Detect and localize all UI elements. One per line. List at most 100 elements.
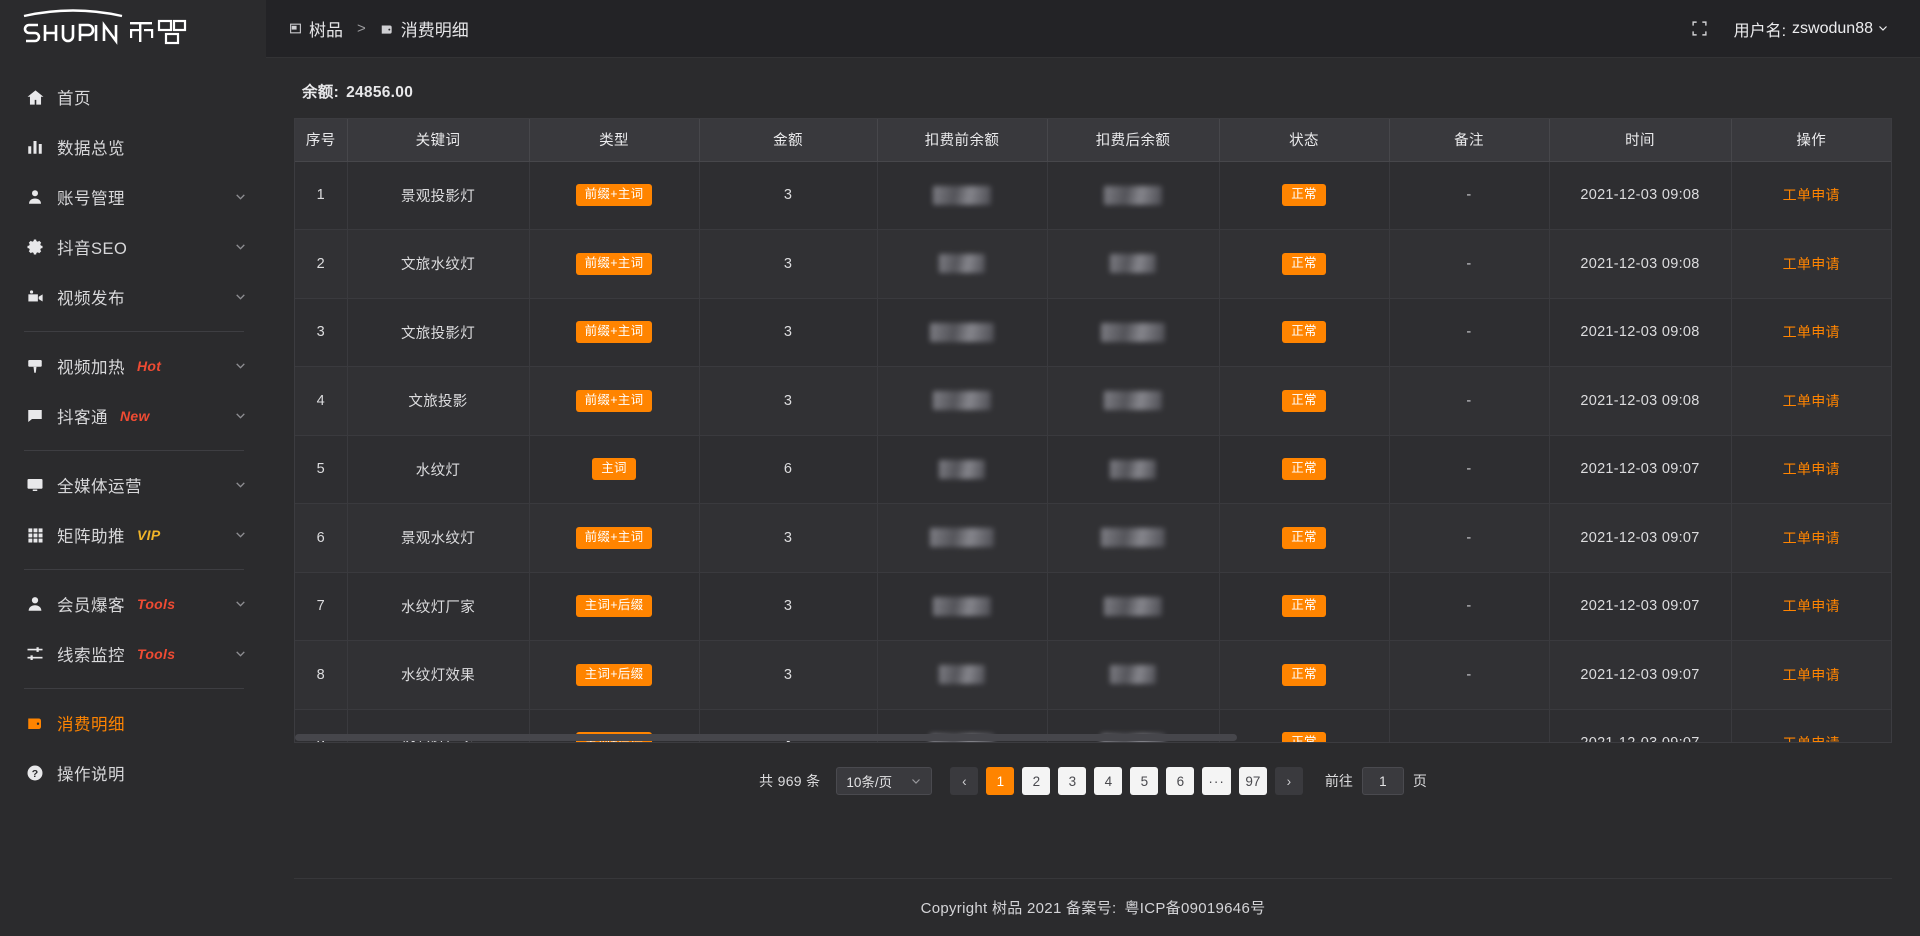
pagination-prev[interactable]: ‹ [950,767,979,795]
cell-amount: 3 [699,298,878,367]
ticket-apply-link[interactable]: 工单申请 [1782,324,1840,341]
sidebar-badge-vip: VIP [137,527,161,543]
cell-time: 2021-12-03 09:07 [1549,435,1732,504]
pagination-page-1[interactable]: 1 [986,767,1015,795]
chevron-down-icon[interactable] [234,240,248,254]
sidebar-item-video-publish[interactable]: 视频发布 [0,272,266,322]
redacted-value [1110,665,1156,685]
sidebar-item-data-overview[interactable]: 数据总览 [0,122,266,172]
pagination-ellipsis[interactable]: ··· [1202,767,1231,795]
chevron-down-icon[interactable] [1877,22,1890,35]
sidebar-item-home[interactable]: 首页 [0,72,266,122]
pagination-page-5[interactable]: 5 [1130,767,1159,795]
ticket-apply-link[interactable]: 工单申请 [1782,529,1840,546]
cell-balance-after [1047,435,1220,504]
home-icon [24,86,46,108]
cell-type: 前缀+主词 [529,229,700,299]
page-size-select[interactable]: 10条/页 [836,767,933,795]
sidebar-item-label: 会员爆客 [57,597,125,615]
sidebar-item-omnimedia-operation[interactable]: 全媒体运营 [0,460,266,510]
sidebar-item-label: 全媒体运营 [57,478,142,496]
cell-amount: 3 [699,366,878,436]
sidebar-item-douyin-seo[interactable]: 抖音SEO [0,222,266,272]
table-row: 7 水纹灯厂家 主词+后缀 3 正常 -2021-12-03 09:07 工单申请 [295,572,1891,641]
ticket-apply-link[interactable]: 工单申请 [1783,735,1840,742]
bar-chart-icon [24,136,46,158]
redacted-value [1110,254,1156,274]
pagination-page-4[interactable]: 4 [1094,767,1123,795]
cell-balance-after [1047,640,1220,710]
chevron-down-icon[interactable] [234,290,248,304]
consumption-table-wrapper: 序号 关键词 类型 金额 扣费前余额 扣费后余额 状态 备注 时间 操作 1 景观 [294,118,1892,743]
pagination-page-6[interactable]: 6 [1166,767,1195,795]
wallet-icon [380,21,395,36]
cell-balance-after [1047,161,1220,230]
page-content: 余额: 24856.00 序号 关键词 类型 金额 [266,58,1920,936]
status-badge: 正常 [1282,389,1326,412]
sidebar-item-label: 视频发布 [57,290,125,308]
cell-no: 3 [295,298,348,367]
fullscreen-icon[interactable] [1691,20,1708,37]
chevron-down-icon[interactable] [234,359,248,373]
goto-label: 前往 [1324,773,1353,789]
col-header-balance-before: 扣费前余额 [877,119,1048,162]
sidebar-item-account-management[interactable]: 账号管理 [0,172,266,222]
pagination-page-97[interactable]: 97 [1238,767,1267,795]
pagination-page-2[interactable]: 2 [1022,767,1051,795]
sidebar-item-consumption-detail[interactable]: 消费明细 [0,698,266,748]
status-badge: 正常 [1282,526,1326,549]
redacted-value [1101,528,1165,548]
cell-remark: - [1389,640,1550,710]
user-label: 用户名: [1733,22,1787,40]
cell-type: 前缀+主词 [529,503,700,573]
col-header-time: 时间 [1549,119,1732,162]
chevron-down-icon[interactable] [234,190,248,204]
chevron-down-icon[interactable] [234,409,248,423]
sidebar-item-douketong[interactable]: 抖客通 New [0,391,266,441]
cell-keyword: 文旅投影 [347,366,530,436]
scrollbar-thumb[interactable] [295,734,1237,741]
cell-time: 2021-12-03 09:07 [1549,709,1732,742]
sidebar-item-clue-monitor[interactable]: 线索监控 Tools [0,629,266,679]
ticket-apply-link[interactable]: 工单申请 [1782,187,1840,204]
breadcrumb-item-current[interactable]: 消费明细 [380,16,469,41]
table-body: 1 景观投影灯 前缀+主词 3 正常 -2021-12-03 09:08 工单申请 2 文旅水纹… [295,161,1891,742]
type-badge: 前缀+主词 [575,321,653,344]
sidebar-item-member-boost[interactable]: 会员爆客 Tools [0,579,266,629]
ticket-apply-link[interactable]: 工单申请 [1782,666,1840,683]
breadcrumb-item-root[interactable]: 树品 [288,16,343,41]
ticket-apply-link[interactable]: 工单申请 [1782,598,1840,615]
cell-remark: - [1389,435,1550,504]
cell-keyword: 文旅投影灯 [347,298,530,367]
sidebar-item-video-heat[interactable]: 视频加热 Hot [0,341,266,391]
sidebar-item-label: 视频加热 [57,359,125,377]
balance-display: 余额: 24856.00 [294,58,1892,118]
cell-action: 工单申请 [1731,503,1891,573]
redacted-value [930,322,994,342]
pagination-page-3[interactable]: 3 [1058,767,1087,795]
goto-input[interactable] [1361,767,1404,795]
chevron-down-icon[interactable] [234,647,248,661]
cell-remark: - [1389,229,1550,299]
sidebar-item-matrix-boost[interactable]: 矩阵助推 VIP [0,510,266,560]
cell-keyword: 景观投影灯 [347,161,530,230]
sidebar-item-operation-guide[interactable]: ? 操作说明 [0,748,266,798]
ticket-apply-link[interactable]: 工单申请 [1782,461,1840,478]
ticket-apply-link[interactable]: 工单申请 [1782,255,1840,272]
table-horizontal-scrollbar[interactable] [295,733,1891,742]
cell-type: 前缀+主词 [529,298,700,367]
cell-balance-before [877,640,1048,710]
chevron-down-icon[interactable] [234,478,248,492]
type-badge: 前缀+主词 [575,389,653,412]
chevron-down-icon[interactable] [234,528,248,542]
brand-logo[interactable] [0,0,266,58]
cell-no: 1 [295,161,348,230]
chevron-down-icon[interactable] [234,597,248,611]
ticket-apply-link[interactable]: 工单申请 [1782,392,1840,409]
redacted-value [933,391,991,411]
sidebar-divider [24,569,244,570]
col-header-amount: 金额 [699,119,878,162]
pagination-next[interactable]: › [1274,767,1303,795]
user-solid-icon [24,593,46,615]
user-menu[interactable]: 用户名: zswodun88 [1734,17,1890,41]
